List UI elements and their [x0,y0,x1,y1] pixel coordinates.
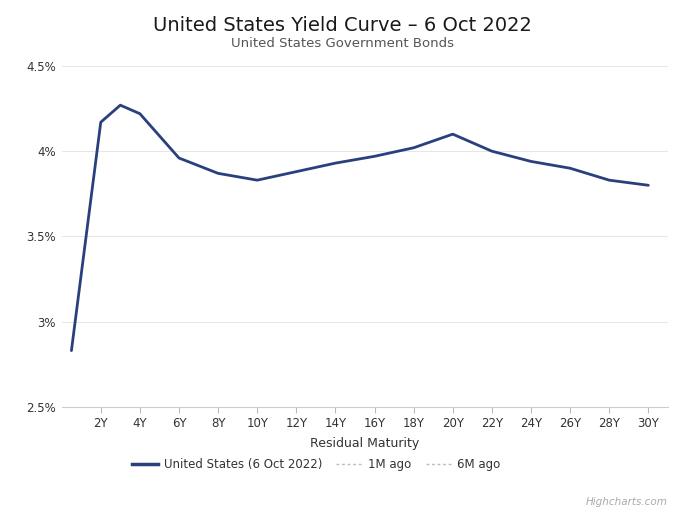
Text: United States Government Bonds: United States Government Bonds [231,37,454,50]
Legend: United States (6 Oct 2022), 1M ago, 6M ago: United States (6 Oct 2022), 1M ago, 6M a… [127,454,506,476]
Text: United States Yield Curve – 6 Oct 2022: United States Yield Curve – 6 Oct 2022 [153,16,532,36]
X-axis label: Residual Maturity: Residual Maturity [310,437,419,450]
Text: Highcharts.com: Highcharts.com [586,497,668,507]
